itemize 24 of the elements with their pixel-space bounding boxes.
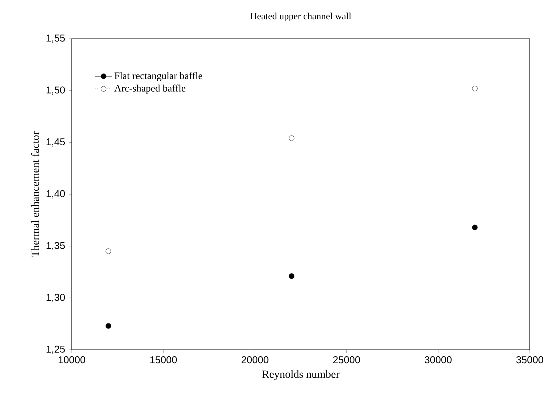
x-tick-label: 20000 — [242, 356, 269, 364]
y-tick-label: 1,25 — [46, 346, 66, 354]
point — [472, 224, 478, 230]
point — [289, 274, 295, 280]
point — [289, 136, 295, 142]
x-tick-label: 30000 — [424, 356, 452, 364]
x-tick-label: 15000 — [150, 356, 178, 364]
y-tick-label: 1,40 — [46, 190, 66, 199]
point — [106, 248, 112, 254]
x-tick-label: 35000 — [516, 356, 544, 364]
x-axis-title: Reynolds number — [262, 370, 340, 380]
y-axis-title: Thermal enhancement factor — [31, 132, 40, 258]
x-tick-label: 10000 — [58, 356, 86, 364]
y-tick-label: 1,50 — [46, 86, 66, 95]
legend-label: Flat rectangular baffle — [114, 72, 203, 82]
y-tick-label: 1,45 — [46, 138, 66, 147]
legend-label: Arc-shaped baffle — [114, 84, 186, 94]
y-tick-label: 1,30 — [46, 294, 66, 302]
y-tick-label: 1,35 — [46, 242, 66, 250]
y-tick-label: 1,55 — [46, 34, 66, 44]
point — [106, 323, 112, 329]
chart-title: Heated upper channel wall — [250, 12, 352, 22]
point — [472, 86, 478, 92]
x-tick-label: 25000 — [333, 356, 360, 364]
